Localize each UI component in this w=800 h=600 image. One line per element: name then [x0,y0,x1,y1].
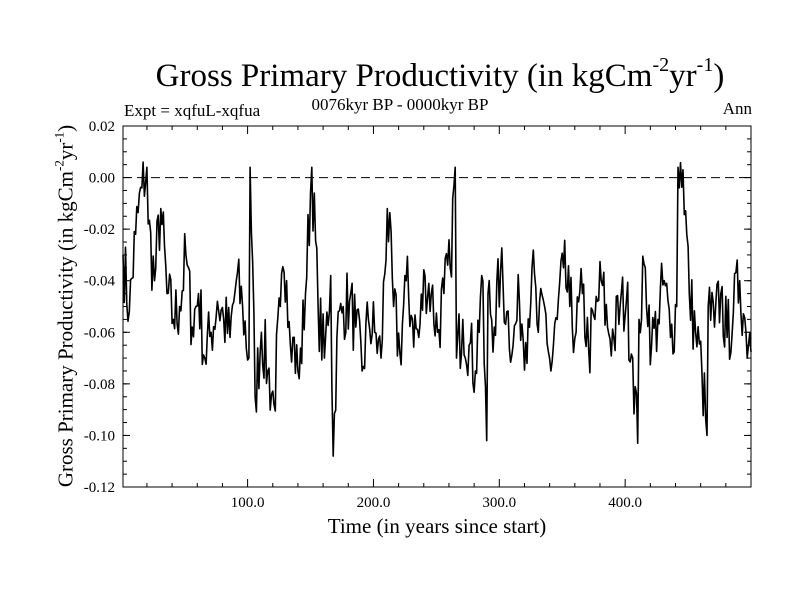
y-title-main: Gross Primary Productivity (in kgCm [53,171,78,488]
y-tick-label: -0.10 [84,428,115,444]
y-tick-label: -0.04 [84,274,116,290]
y-tick-label: -0.12 [84,480,115,496]
y-title-end: ) [53,124,78,132]
title-mid-text: yr [669,58,697,94]
y-tick-label: -0.02 [84,222,115,238]
tick-labels: 0.02 0.00 -0.02 -0.04 -0.06 -0.08 -0.10 -0.12 10… [84,119,642,511]
x-tick-label: 400.0 [608,495,642,511]
title-end-text: ) [713,58,725,94]
x-tick-label: 100.0 [231,495,265,511]
y-tick-label: -0.06 [84,325,116,341]
title-exponent-1: -2 [652,54,670,76]
x-axis-title: Time (in years since start) [327,514,547,538]
y-tick-label: 0.02 [89,119,115,135]
x-tick-label: 300.0 [482,495,516,511]
axis-ticks [123,125,751,488]
title-exponent-2: -1 [696,54,714,76]
data-series [122,161,752,457]
y-title-exponent-2: -1 [51,131,67,143]
season-label: Ann [722,99,752,118]
series-line-xqfuL-xqfua [122,161,752,457]
y-title-exponent-1: -2 [51,160,67,172]
y-tick-label: -0.08 [84,377,115,393]
x-tick-label: 200.0 [357,495,391,511]
y-title-mid: yr [53,142,78,161]
chart-title: Gross Primary Productivity (in kgCm-2yr-… [0,54,800,95]
title-main-text: Gross Primary Productivity (in kgCm [155,58,653,94]
experiment-label: Expt = xqfuL-xqfua [124,101,261,120]
chart-subtitle: 0076kyr BP - 0000kyr BP [311,95,489,114]
y-axis-title: Gross Primary Productivity (in kgCm-2yr-… [51,124,79,488]
y-tick-label: 0.00 [89,171,115,187]
